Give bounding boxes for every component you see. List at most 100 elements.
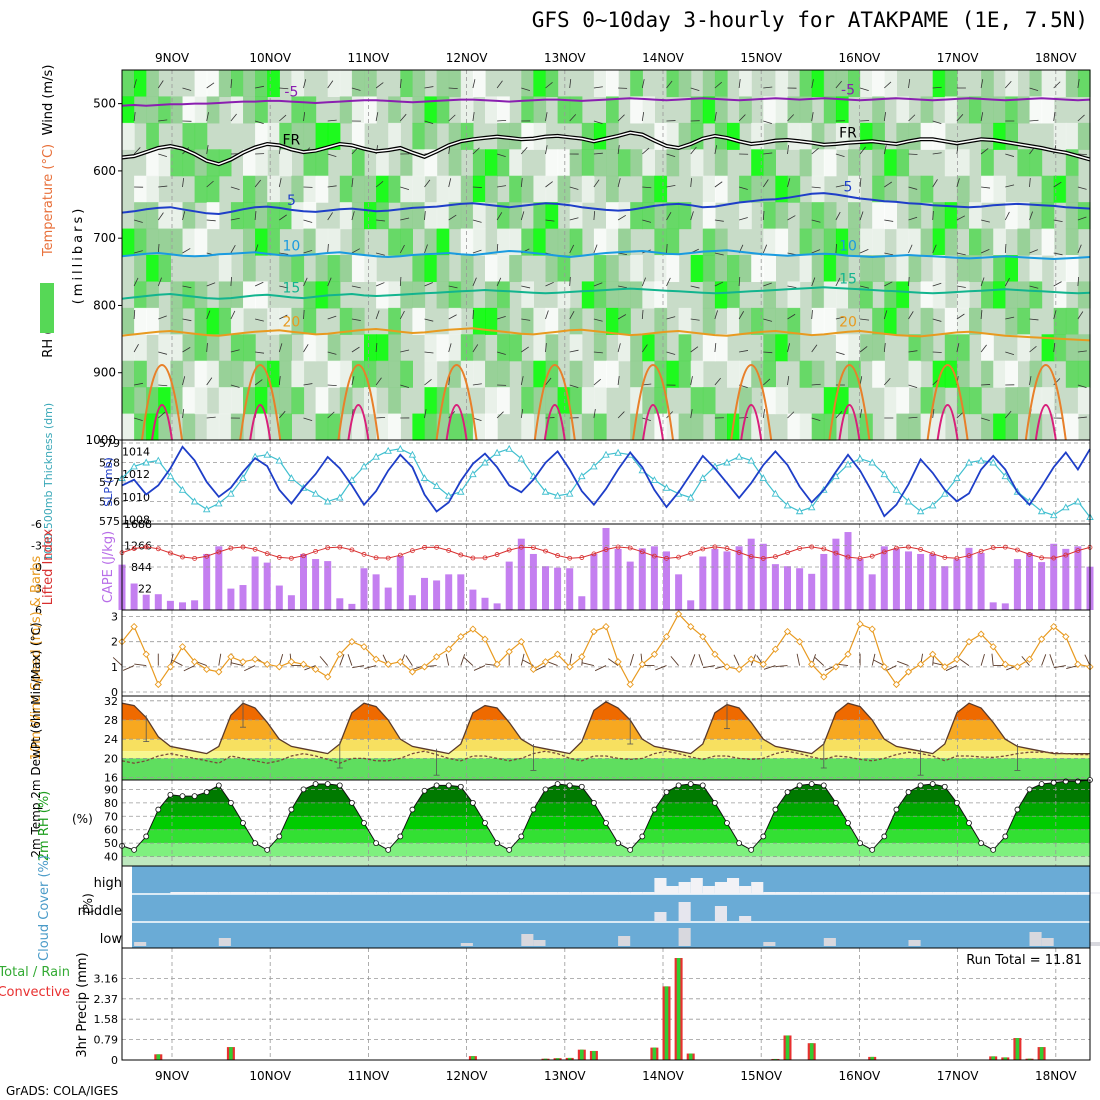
rh-cell xyxy=(763,334,776,362)
wind-barb xyxy=(617,214,626,221)
wind-speed-point xyxy=(360,643,368,651)
rh-cell xyxy=(848,149,861,177)
wind-barb xyxy=(182,409,185,419)
cloud-high-bar xyxy=(787,892,800,894)
rh-cell xyxy=(690,360,704,388)
lifted-index-point xyxy=(845,554,851,560)
cloud-low-bar xyxy=(1029,932,1042,946)
rh-cell xyxy=(1041,70,1055,98)
rh-point xyxy=(941,783,948,790)
wind-barb xyxy=(1053,252,1063,256)
wind-barb xyxy=(1077,79,1080,89)
wind-speed-point xyxy=(1025,655,1034,663)
thickness-point xyxy=(602,450,610,458)
cloud-high-bar xyxy=(472,892,485,894)
thickness-point xyxy=(614,448,622,456)
rh-cell xyxy=(243,334,256,362)
wind-barb xyxy=(303,219,313,223)
wind-barb xyxy=(375,282,385,287)
rh-cell xyxy=(799,228,813,256)
wind-barb xyxy=(279,252,289,255)
slp-ylabel: SLP (mb) xyxy=(102,457,115,507)
cape-bar xyxy=(505,561,513,610)
lifted-index-point xyxy=(700,546,706,552)
warm-isotherm-loop xyxy=(435,364,478,441)
precip-rain-bar xyxy=(580,1049,584,1060)
wind-speed-point xyxy=(1001,660,1009,668)
rh-units-label: (%) xyxy=(72,812,93,826)
rh-cell xyxy=(763,360,776,388)
wind-barb xyxy=(278,410,286,419)
lifted-index-point xyxy=(615,544,621,550)
rh-cell xyxy=(291,96,305,124)
rh-cell xyxy=(1005,413,1018,441)
rh-cell xyxy=(848,202,861,230)
wind-barb xyxy=(278,343,283,353)
lifted-index-point xyxy=(228,545,234,551)
wind-barb xyxy=(593,282,603,287)
hot-isotherm-loop xyxy=(838,404,861,441)
rh-cell xyxy=(896,387,910,415)
rh-cell xyxy=(1041,175,1055,203)
rh-cell xyxy=(509,149,522,177)
lifted-index-point xyxy=(192,555,198,561)
day-label-top: 18NOV xyxy=(1035,51,1077,65)
wind-speed-point xyxy=(384,660,392,668)
cape-bar xyxy=(917,553,925,610)
lifted-index-point xyxy=(676,554,681,560)
wind-speed-point xyxy=(481,635,489,643)
cape-bar xyxy=(892,548,900,610)
rh-cell xyxy=(763,228,776,256)
wind-barb-10m xyxy=(1053,665,1066,669)
cloud-high-bar xyxy=(1041,892,1054,894)
wind-barb xyxy=(472,277,477,287)
rh-cell xyxy=(243,149,256,177)
rh-point xyxy=(203,789,210,795)
profile-ylabel-units: (millibars) xyxy=(71,206,86,305)
rh-cell xyxy=(993,255,1006,283)
rh-cell xyxy=(606,307,619,335)
rh-cell xyxy=(690,122,704,150)
wind-speed-point xyxy=(203,665,211,673)
cloud-high-bar xyxy=(1017,892,1030,894)
rh-cell xyxy=(400,202,413,230)
rh-cell xyxy=(654,255,668,283)
lifted-index-point xyxy=(1075,548,1081,554)
wind-barb xyxy=(545,82,553,89)
rh-cell xyxy=(739,202,752,230)
wind-barb xyxy=(762,244,768,254)
wind-barb xyxy=(1005,316,1015,320)
rh-cell xyxy=(799,413,813,441)
wind-barb xyxy=(956,343,960,353)
wind-barb xyxy=(787,114,795,122)
rh-cell xyxy=(533,96,547,124)
rh-cell xyxy=(303,149,317,177)
cloud-high-bar xyxy=(920,892,933,894)
rh-cell xyxy=(472,307,486,335)
wind-speed-point xyxy=(348,638,356,646)
rh-cell xyxy=(134,360,147,388)
precip-legend-convective: Convective xyxy=(0,985,70,1000)
cape-bar xyxy=(542,566,549,610)
wind-barb xyxy=(206,180,214,188)
wind-barb-10m xyxy=(445,653,450,666)
rh-cell xyxy=(969,387,982,415)
rh-cell xyxy=(170,360,184,388)
wind-barb xyxy=(157,80,164,89)
rh-cell xyxy=(122,70,135,98)
rh-point xyxy=(796,782,803,789)
wind-barb xyxy=(182,211,186,221)
wind-barb xyxy=(642,147,650,155)
rh-cell xyxy=(714,149,728,177)
wind-barb xyxy=(1029,249,1038,254)
rh-cell xyxy=(351,413,365,441)
thickness-point xyxy=(977,456,985,464)
rh-cell xyxy=(146,202,159,230)
rh-cell xyxy=(497,228,510,256)
wind-barb xyxy=(932,244,937,254)
lifted-index-point xyxy=(785,550,790,555)
rh-cell xyxy=(1005,307,1018,335)
wind-barb xyxy=(472,249,482,254)
cape-bar xyxy=(602,527,610,610)
lifted-index-point xyxy=(543,548,548,554)
